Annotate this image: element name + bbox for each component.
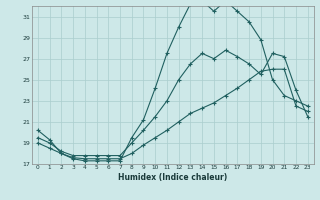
X-axis label: Humidex (Indice chaleur): Humidex (Indice chaleur) — [118, 173, 228, 182]
